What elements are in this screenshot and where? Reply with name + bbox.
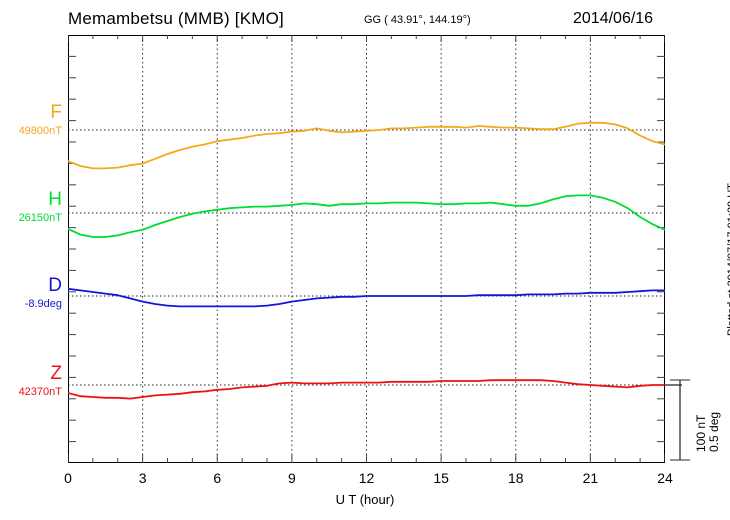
- component-label-d: D -8.9deg: [0, 276, 62, 311]
- component-baseline-z: 42370nT: [18, 386, 62, 398]
- x-tick-3: 3: [138, 470, 147, 486]
- x-tick-15: 15: [433, 470, 449, 486]
- component-baseline-h: 26150nT: [18, 212, 62, 224]
- component-letter-h: H: [48, 189, 62, 210]
- x-axis-tick-labels: 0 3 6 9 12 15 18 21 24: [64, 470, 673, 490]
- x-tick-24: 24: [657, 470, 673, 486]
- component-baseline-f: 49800nT: [18, 125, 62, 137]
- scale-bar: [670, 379, 690, 461]
- x-tick-6: 6: [213, 470, 222, 486]
- plotted-timestamp: Plotted at 2014/07/17 01:29 UT: [726, 183, 730, 336]
- x-tick-0: 0: [64, 470, 72, 486]
- x-tick-12: 12: [358, 470, 375, 486]
- scale-bar-connector: [664, 384, 682, 386]
- component-label-f: F 49800nT: [0, 103, 62, 138]
- component-letter-z: Z: [50, 363, 62, 384]
- x-axis-title: U T (hour): [335, 492, 395, 507]
- x-tick-21: 21: [582, 470, 599, 486]
- x-tick-9: 9: [287, 470, 296, 486]
- component-label-h: H 26150nT: [0, 190, 62, 225]
- x-tick-18: 18: [507, 470, 524, 486]
- geographic-coordinates: GG ( 43.91°, 144.19°): [364, 14, 471, 26]
- component-letter-d: D: [48, 275, 62, 296]
- component-baseline-d: -8.9deg: [24, 298, 62, 310]
- observation-date: 2014/06/16: [573, 10, 654, 27]
- magnetogram-plot: [68, 35, 665, 463]
- component-letter-f: F: [50, 102, 62, 123]
- scale-bar-deg-label: 0.5 deg: [707, 411, 721, 452]
- page-title: Memambetsu (MMB) [KMO]: [68, 9, 284, 28]
- component-label-z: Z 42370nT: [0, 364, 62, 399]
